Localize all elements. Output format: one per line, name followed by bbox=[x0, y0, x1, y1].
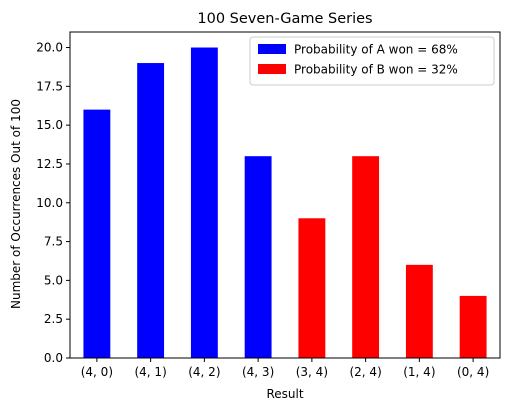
y-tick-label: 15.0 bbox=[36, 118, 63, 132]
legend-swatch bbox=[258, 44, 286, 54]
y-tick-label: 0.0 bbox=[44, 351, 63, 365]
plot-area: 0.0 2.5 5.0 7.5 10.0 12.5 15.0 17.5 20.0 (4, 0) (4… bbox=[36, 31, 501, 379]
y-tick-label: 12.5 bbox=[36, 157, 63, 171]
bar-0 bbox=[83, 109, 111, 358]
y-axis-label: Number of Occurrences Out of 100 bbox=[9, 99, 23, 309]
bar-6 bbox=[405, 264, 433, 358]
y-tick-label: 7.5 bbox=[44, 235, 63, 249]
y-tick-label: 5.0 bbox=[44, 273, 63, 287]
legend-box bbox=[249, 36, 495, 86]
y-tick-label: 10.0 bbox=[36, 196, 63, 210]
x-tick-label: (4, 1) bbox=[134, 365, 166, 379]
y-tick-label: 2.5 bbox=[44, 312, 63, 326]
y-tick-label: 20.0 bbox=[36, 41, 63, 55]
y-tick-label: 17.5 bbox=[36, 79, 63, 93]
bar-1 bbox=[137, 63, 165, 359]
x-tick-label: (4, 2) bbox=[188, 365, 220, 379]
legend-label: Probability of B won = 32% bbox=[294, 63, 458, 77]
bar-4 bbox=[298, 218, 326, 358]
bar-7 bbox=[459, 295, 487, 358]
x-tick-label: (4, 3) bbox=[242, 365, 274, 379]
x-tick-label: (4, 0) bbox=[81, 365, 113, 379]
legend: Probability of A won = 68% Probability of… bbox=[249, 36, 495, 86]
x-tick-label: (2, 4) bbox=[349, 365, 381, 379]
bar-2 bbox=[190, 47, 218, 359]
bar-5 bbox=[352, 156, 380, 358]
legend-label: Probability of A won = 68% bbox=[294, 43, 458, 57]
x-axis-label: Result bbox=[266, 387, 303, 401]
chart-title: 100 Seven-Game Series bbox=[197, 11, 372, 27]
legend-swatch bbox=[258, 64, 286, 74]
plot-frame bbox=[69, 31, 501, 359]
bar-3 bbox=[244, 156, 272, 358]
x-tick-label: (1, 4) bbox=[403, 365, 435, 379]
x-tick-label: (3, 4) bbox=[296, 365, 328, 379]
x-tick-label: (0, 4) bbox=[457, 365, 489, 379]
